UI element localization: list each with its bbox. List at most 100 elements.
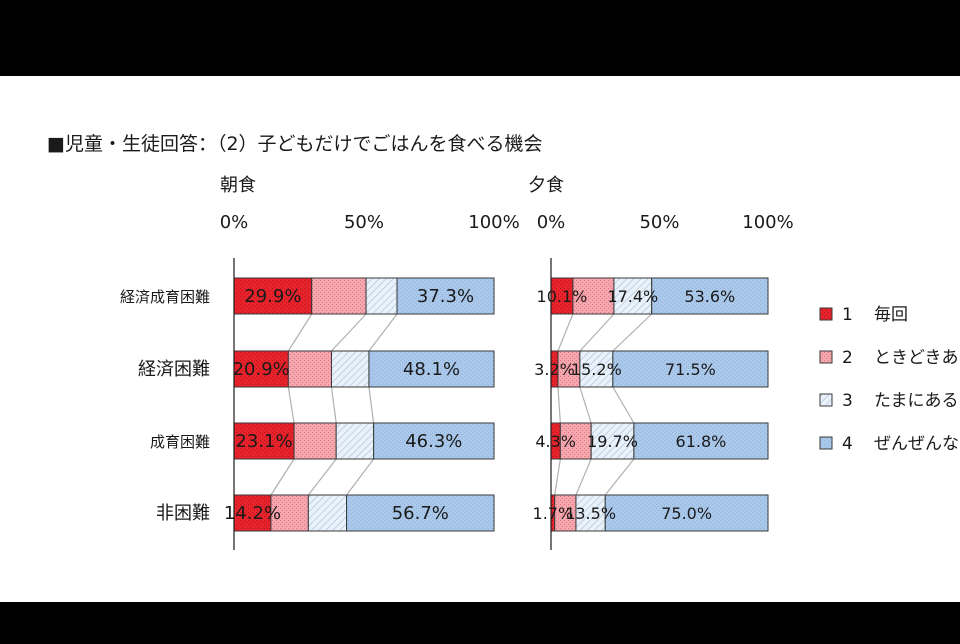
series-connector-line	[368, 386, 375, 424]
category-label: 経済困難	[138, 359, 210, 380]
series-connector-line	[604, 458, 635, 496]
legend-label: 毎回	[874, 305, 908, 325]
series-connector-line	[287, 386, 295, 424]
figure-title: ■児童・生徒回答：（2）子どもだけでごはんを食べる機会	[47, 133, 543, 155]
bar-segment-series-2	[287, 350, 332, 388]
data-label: 14.2%	[224, 503, 281, 524]
dinner-x-axis: 0% 50% 100%	[537, 212, 794, 233]
bar-segment-series-3	[575, 494, 606, 532]
category-label: 経済成育困難	[120, 288, 210, 306]
data-label: 1.7%	[533, 504, 574, 523]
category-label: 非困難	[156, 503, 210, 524]
series-connector-line	[554, 458, 561, 496]
bar-segment-series-4	[651, 277, 769, 315]
data-label: 23.1%	[235, 431, 292, 452]
series-connector-line	[612, 386, 635, 424]
legend-number: 1	[842, 305, 853, 325]
bar-segment-series-4	[346, 494, 495, 532]
breakfast-series-connectors	[270, 313, 398, 496]
data-label: 61.8%	[676, 432, 727, 451]
data-label: 20.9%	[233, 359, 290, 380]
x-tick-label: 0%	[220, 212, 249, 233]
bar-segment-series-2	[293, 422, 337, 460]
bar-segment-series-2	[270, 494, 309, 532]
series-connector-line	[579, 386, 592, 424]
chart-legend: 1 毎回 2 ときどきあ 3 たまにある 4 ぜんぜんな	[819, 305, 959, 454]
breakfast-chart-title: 朝食	[220, 175, 256, 196]
series-connector-line	[331, 313, 367, 352]
data-label: 29.9%	[244, 286, 301, 307]
series-connector-line	[368, 313, 398, 352]
dinner-data-labels: 10.1% 17.4% 53.6% 3.2%15.2% 71.5% 4.3% 19.7% 61…	[533, 287, 736, 523]
series-connector-line	[579, 313, 615, 352]
data-label: 4.3%	[535, 432, 576, 451]
bar-segment-series-4	[373, 422, 495, 460]
data-label: 19.7%	[587, 432, 638, 451]
bar-segment-series-3	[365, 277, 398, 315]
bar-segment-series-4	[368, 350, 495, 388]
bar-segment-series-3	[579, 350, 614, 388]
bar-segment-series-3	[307, 494, 348, 532]
series-connector-line	[557, 313, 574, 352]
x-tick-label: 100%	[742, 212, 793, 233]
bar-segment-series-4	[396, 277, 495, 315]
bar-segment-series-2	[572, 277, 615, 315]
bar-segment-series-3	[331, 350, 370, 388]
series-connector-line	[575, 458, 592, 496]
series-connector-line	[612, 313, 653, 352]
legend-label: ぜんぜんな	[874, 434, 959, 454]
bar-segment-series-3	[613, 277, 653, 315]
category-label: 成育困難	[150, 433, 210, 451]
breakfast-bars	[233, 277, 495, 532]
legend-number: 3	[842, 391, 853, 411]
dinner-chart-title: 夕食	[528, 175, 564, 196]
data-label: 37.3%	[417, 286, 474, 307]
data-label: 46.3%	[405, 431, 462, 452]
bar-segment-series-1	[233, 494, 272, 532]
series-connector-line	[307, 458, 337, 496]
data-label: 53.6%	[684, 287, 735, 306]
data-label: 75.0%	[661, 504, 712, 523]
bar-segment-series-1	[233, 350, 289, 388]
legend-label: ときどきあ	[874, 348, 959, 368]
legend-swatch	[819, 350, 833, 364]
bar-segment-series-4	[604, 494, 769, 532]
legend-number: 2	[842, 348, 853, 368]
legend-number: 4	[842, 434, 853, 454]
breakfast-data-labels: 29.9% 37.3% 20.9% 48.1% 23.1% 46.3% 14.2% 56.7%	[224, 286, 474, 524]
x-tick-label: 50%	[639, 212, 679, 233]
data-label: 71.5%	[665, 360, 716, 379]
breakfast-x-axis: 0% 50% 100%	[220, 212, 520, 233]
data-label: 56.7%	[392, 503, 449, 524]
series-connector-line	[270, 458, 295, 496]
bar-segment-series-4	[633, 422, 769, 460]
bar-segment-series-2	[559, 422, 592, 460]
data-label: 13.5%	[565, 504, 616, 523]
legend-swatch	[819, 393, 833, 407]
data-label: 17.4%	[607, 287, 658, 306]
dinner-bars	[550, 277, 769, 532]
legend-swatch	[819, 307, 833, 321]
data-label: 10.1%	[537, 287, 588, 306]
bar-segment-series-4	[612, 350, 769, 388]
legend-swatch	[819, 436, 833, 450]
bar-segment-series-2	[311, 277, 367, 315]
data-label: 15.2%	[571, 360, 622, 379]
dinner-series-connectors	[554, 313, 653, 496]
x-tick-label: 50%	[344, 212, 384, 233]
bar-segment-series-3	[590, 422, 635, 460]
x-tick-label: 100%	[468, 212, 519, 233]
bar-segment-series-1	[233, 422, 295, 460]
data-label: 48.1%	[403, 359, 460, 380]
dinner-chart: 夕食 0% 50% 100% 10.1% 17.4% 53.6% 3.2%15.2% 71.…	[528, 175, 794, 550]
bar-segment-series-3	[335, 422, 375, 460]
data-label: 3.2%	[534, 360, 575, 379]
series-connector-line	[557, 386, 561, 424]
series-connector-line	[287, 313, 313, 352]
series-connector-line	[346, 458, 375, 496]
legend-label: たまにある	[874, 391, 959, 411]
